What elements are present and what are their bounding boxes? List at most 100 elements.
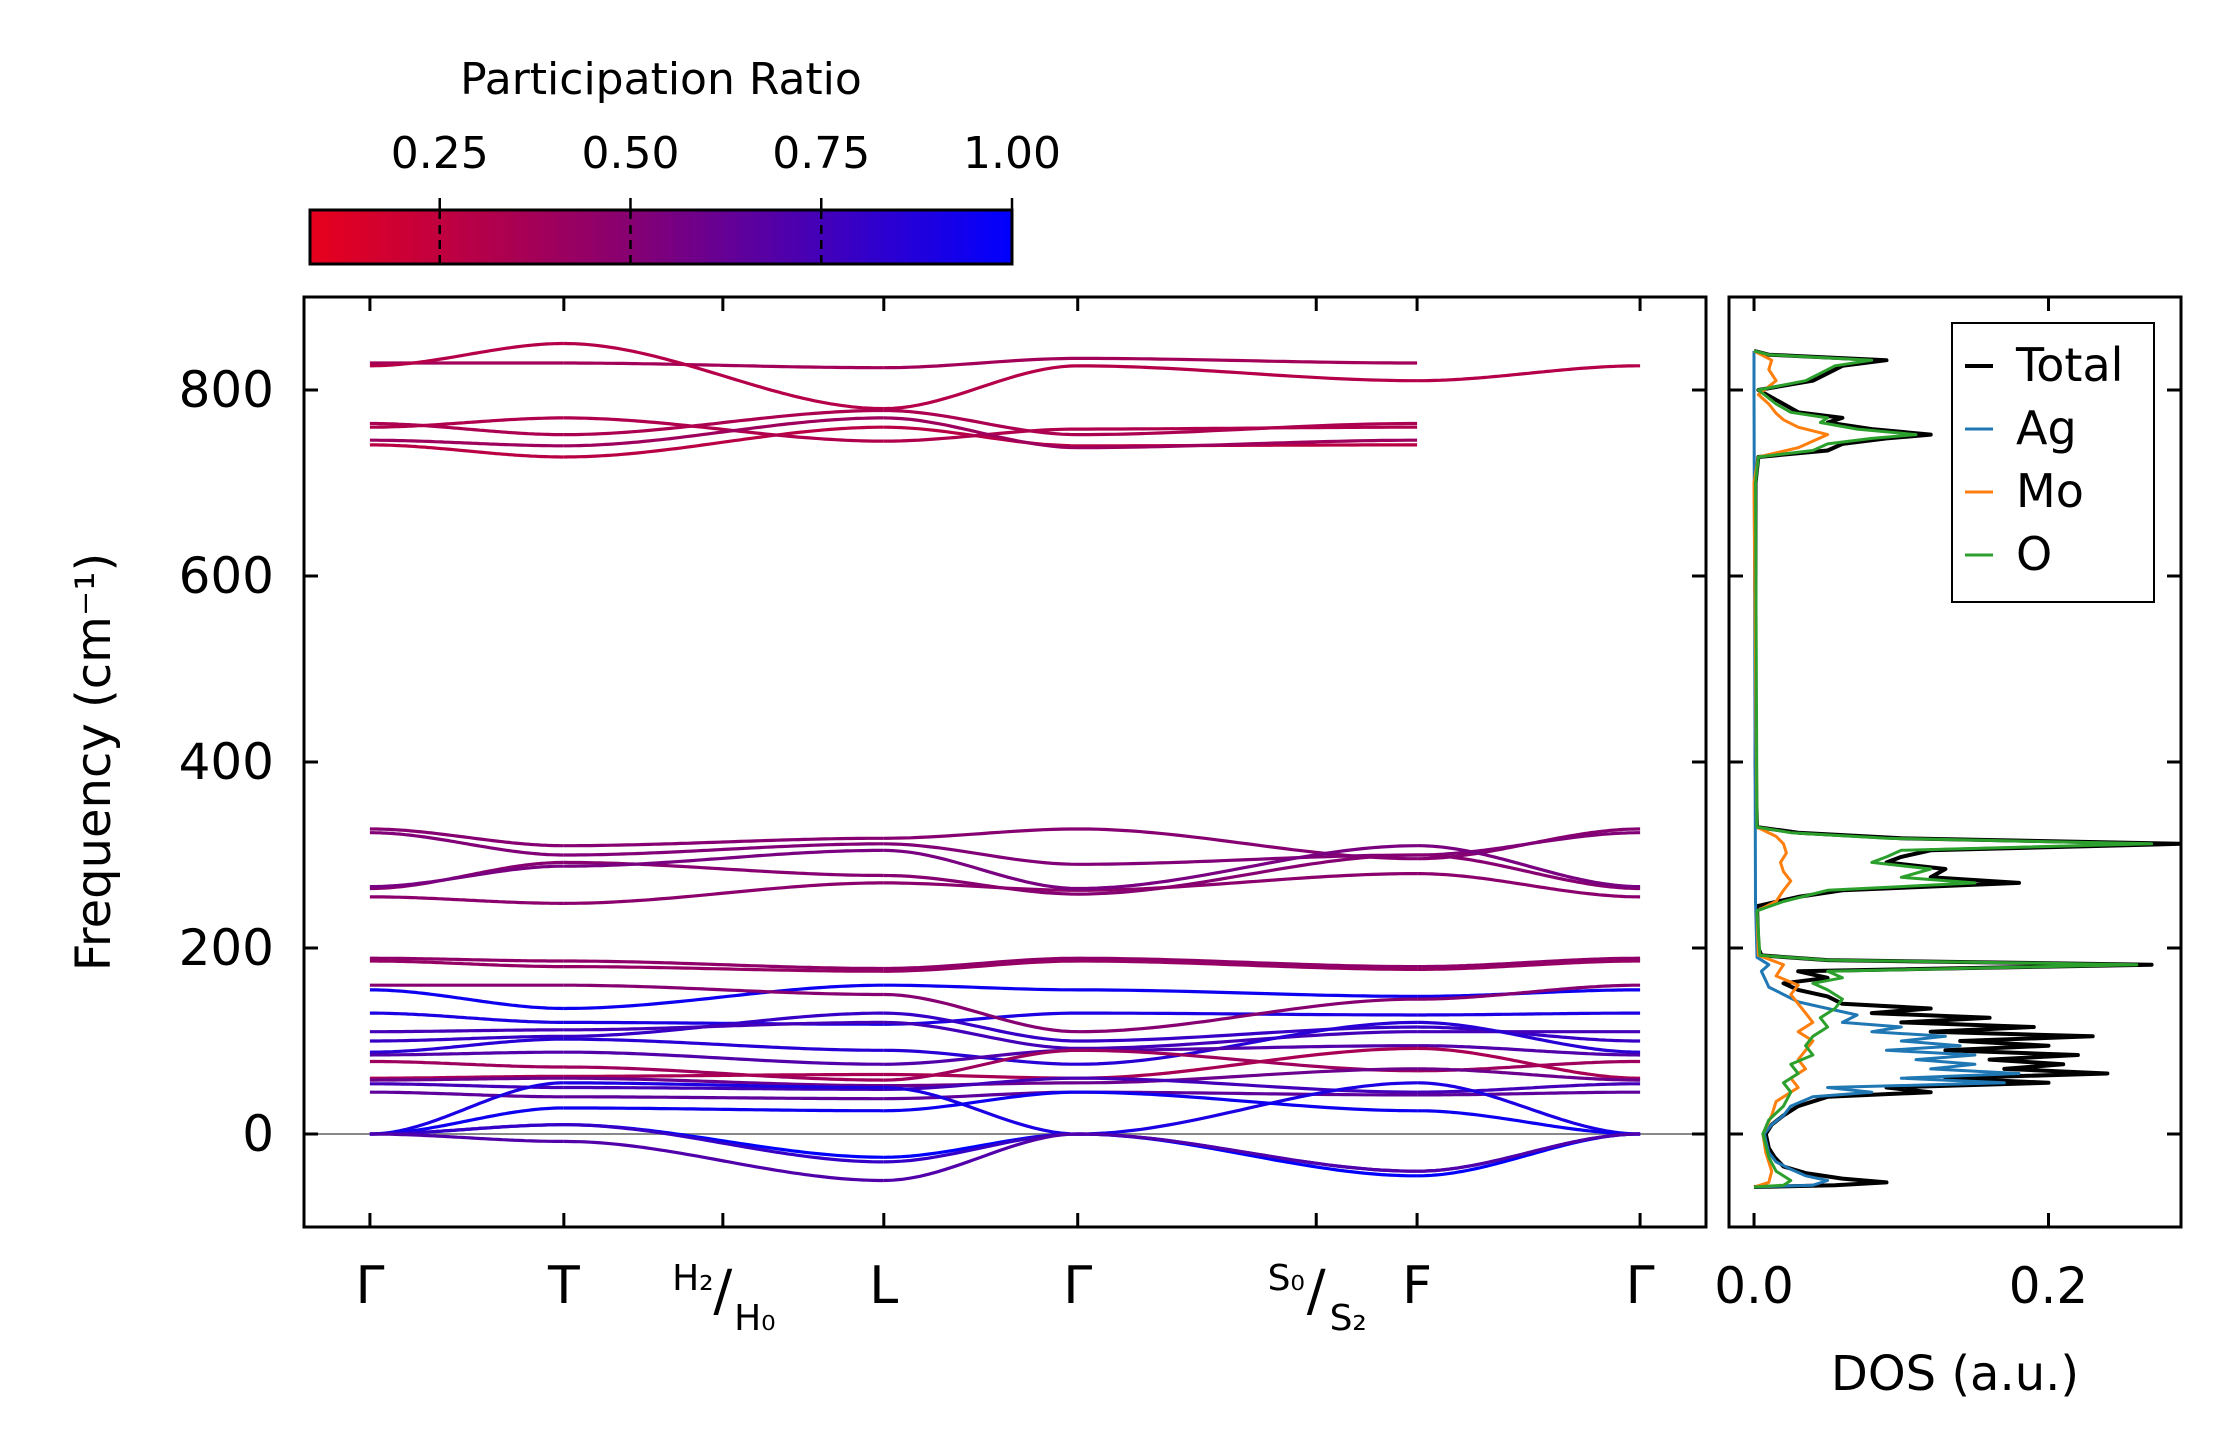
- phonon-band: [563, 341, 884, 411]
- high-symmetry-label: Γ: [355, 1256, 384, 1316]
- colorbar-tick-label: 0.25: [391, 128, 489, 179]
- phonon-band: [883, 959, 1418, 973]
- phonon-band: [563, 1076, 884, 1088]
- phonon-band: [369, 1090, 564, 1099]
- y-tick-label: 0: [242, 1105, 274, 1163]
- y-tick-label: 600: [179, 547, 274, 605]
- dos-curves: [1752, 348, 2181, 1189]
- phonon-band: [563, 1139, 884, 1183]
- phonon-band: [883, 1076, 1418, 1094]
- legend: Total Ag Mo O: [1951, 322, 2155, 603]
- phonon-band: [563, 1106, 884, 1113]
- phonon-band: [369, 1034, 564, 1043]
- phonon-band: [883, 408, 1418, 437]
- phonon-band: [1417, 1132, 1641, 1173]
- colorbar-ticks: 0.25 0.50 0.75 1.00: [391, 128, 1061, 264]
- phonon-band: [369, 443, 564, 459]
- high-symmetry-label-lower: S₂: [1330, 1298, 1367, 1339]
- phonon-band: [563, 964, 884, 973]
- phonon-band: [883, 1044, 1418, 1066]
- phonon-band: [1417, 1020, 1641, 1054]
- phonon-band: [563, 1095, 884, 1101]
- phonon-band: [563, 836, 884, 848]
- phonon-band: [369, 988, 564, 1011]
- phonon-band: [883, 1132, 1418, 1178]
- phonon-bands: [369, 341, 1641, 1183]
- phonon-band: [883, 1090, 1418, 1101]
- y-tick-label: 800: [179, 361, 274, 419]
- phonon-band: [563, 416, 884, 448]
- high-symmetry-label-upper: S₀: [1268, 1258, 1305, 1299]
- phonon-band: [563, 1050, 884, 1066]
- phonon-band: [369, 959, 564, 969]
- phonon-band: [883, 425, 1418, 443]
- dos-curve-mo: [1752, 349, 1830, 1189]
- phonon-band: [563, 1123, 884, 1164]
- phonon-band: [563, 1123, 884, 1159]
- phonon-band: [1417, 1067, 1641, 1082]
- phonon-band: [563, 408, 884, 437]
- phonon-band: [1417, 871, 1641, 899]
- phonon-band: [369, 956, 564, 963]
- phonon-band: [883, 1020, 1418, 1066]
- legend-label: Total: [2015, 338, 2123, 392]
- phonon-band: [369, 895, 564, 906]
- phonon-band: [883, 827, 1418, 861]
- phonon-band: [1417, 853, 1641, 891]
- phonon-band: [369, 1074, 564, 1080]
- high-symmetry-label: F: [1402, 1256, 1432, 1316]
- high-symmetry-slash: /: [713, 1259, 732, 1324]
- phonon-band: [1417, 1090, 1641, 1097]
- phonon-band: [883, 983, 1418, 998]
- x-axis-high-symmetry-points: Γ T H₂ / H₀L Γ S₀ / S₂F Γ: [355, 297, 1655, 1339]
- dos-x-tick-label: 0.2: [2009, 1257, 2089, 1315]
- phonon-band: [369, 1011, 564, 1025]
- phonon-band: [883, 871, 1418, 892]
- colorbar-title: Participation Ratio: [460, 54, 862, 105]
- phonon-band: [369, 1132, 564, 1144]
- phonon-band: [883, 1048, 1418, 1082]
- dos-curve-total: [1753, 348, 2181, 1189]
- dos-y-ticks: [1729, 388, 2181, 1136]
- phonon-band: [883, 1132, 1418, 1183]
- phonon-band: [1417, 364, 1641, 383]
- phonon-band: [369, 864, 564, 889]
- phonon-band: [883, 1011, 1418, 1026]
- phonon-band: [1417, 1046, 1641, 1080]
- legend-label: Mo: [2016, 464, 2084, 518]
- phonon-band: [883, 844, 1418, 891]
- phonon-band: [369, 1037, 564, 1054]
- phonon-band: [369, 827, 564, 848]
- phonon-band: [563, 959, 884, 971]
- phonon-band: [883, 1020, 1418, 1051]
- phonon-band: [369, 438, 564, 448]
- phonon-band: [1417, 1082, 1641, 1094]
- high-symmetry-slash: /: [1307, 1259, 1326, 1324]
- phonon-band: [563, 881, 884, 905]
- phonon-band: [369, 1028, 564, 1034]
- phonon-band: [883, 364, 1418, 411]
- colorbar: Participation Ratio 0.25 0.50 0.75 1.00: [308, 54, 1061, 266]
- phonon-band: [563, 848, 884, 868]
- legend-label: Ag: [2016, 401, 2077, 455]
- phonon-band: [369, 1059, 564, 1069]
- phonon-band: [1417, 831, 1641, 857]
- y-tick-label: 200: [179, 919, 274, 977]
- high-symmetry-label-upper: H₂: [672, 1258, 714, 1299]
- colorbar-tick-label: 0.75: [772, 128, 870, 179]
- phonon-band: [883, 956, 1418, 971]
- y-tick-label: 400: [179, 733, 274, 791]
- phonon-band: [883, 1046, 1418, 1080]
- high-symmetry-label: T: [547, 1256, 580, 1316]
- phonon-band: [563, 361, 884, 370]
- phonon-band: [369, 1076, 564, 1082]
- phonon-band: [563, 1085, 884, 1092]
- phonon-band: [883, 992, 1418, 1034]
- phonon-band: [1417, 959, 1641, 972]
- dos-x-axis: 0.0 0.2: [1714, 297, 2088, 1315]
- y-axis-label: Frequency (cm⁻¹): [66, 553, 122, 971]
- phonon-band: [883, 842, 1418, 866]
- phonon-band: [1417, 1025, 1641, 1043]
